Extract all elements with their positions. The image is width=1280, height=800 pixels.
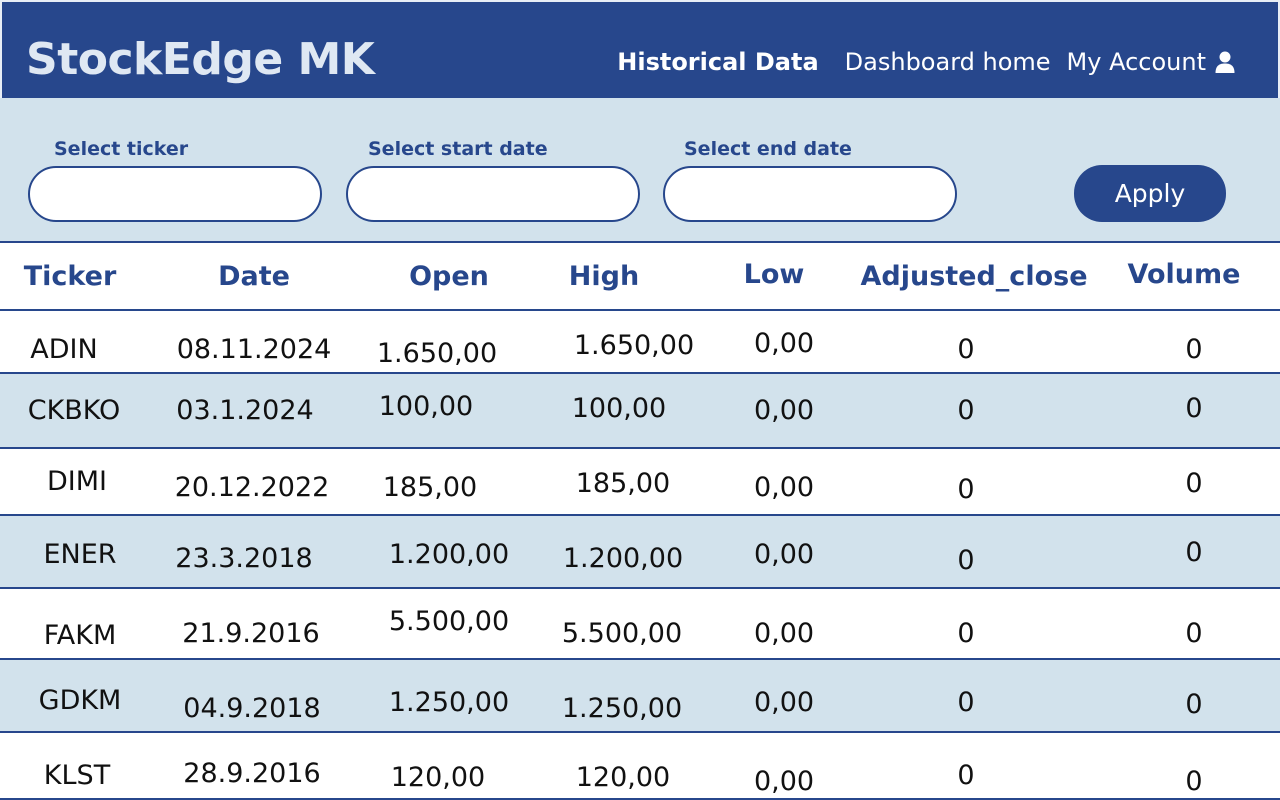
cell-date: 03.1.2024 xyxy=(176,395,314,426)
cell-open: 1.650,00 xyxy=(376,338,498,369)
cell-adjusted-close: 0 xyxy=(957,687,975,718)
cell-adjusted-close: 0 xyxy=(957,334,975,365)
app-logo[interactable]: StockEdge MK xyxy=(26,34,375,85)
cell-ticker: ADIN xyxy=(30,334,98,365)
cell-high: 100,00 xyxy=(571,393,667,424)
cell-low: 0,00 xyxy=(753,618,815,649)
table-row[interactable]: CKBKO 03.1.2024 100,00 100,00 0,00 0 0 xyxy=(0,374,1280,449)
table-row[interactable]: DIMI 20.12.2022 185,00 185,00 0,00 0 0 xyxy=(0,449,1280,516)
cell-open: 1.250,00 xyxy=(388,687,510,718)
cell-volume: 0 xyxy=(1185,618,1203,649)
user-icon xyxy=(1214,50,1236,74)
cell-low: 0,00 xyxy=(753,687,815,718)
cell-ticker: ENER xyxy=(43,539,117,570)
end-date-label: Select end date xyxy=(684,138,852,160)
col-header-ticker[interactable]: Ticker xyxy=(23,261,117,292)
cell-high: 1.650,00 xyxy=(573,330,695,361)
cell-high: 5.500,00 xyxy=(561,618,683,649)
cell-adjusted-close: 0 xyxy=(957,545,975,576)
start-date-label: Select start date xyxy=(368,138,548,160)
cell-ticker: CKBKO xyxy=(27,395,121,426)
cell-date: 20.12.2022 xyxy=(174,472,330,503)
cell-volume: 0 xyxy=(1185,334,1203,365)
historical-data-table: Ticker Date Open High Low Adjusted_close… xyxy=(0,241,1280,800)
cell-high: 1.200,00 xyxy=(562,543,684,574)
nav-my-account-label: My Account xyxy=(1066,48,1206,76)
cell-date: 21.9.2016 xyxy=(182,618,320,649)
table-header: Ticker Date Open High Low Adjusted_close… xyxy=(0,241,1280,311)
cell-date: 28.9.2016 xyxy=(183,758,321,789)
table-row[interactable]: KLST 28.9.2016 120,00 120,00 0,00 0 0 xyxy=(0,733,1280,800)
cell-high: 1.250,00 xyxy=(561,693,683,724)
cell-volume: 0 xyxy=(1185,689,1203,720)
cell-ticker: FAKM xyxy=(43,620,117,651)
cell-open: 1.200,00 xyxy=(388,539,510,570)
col-header-volume[interactable]: Volume xyxy=(1127,259,1241,290)
apply-button[interactable]: Apply xyxy=(1074,165,1226,222)
cell-adjusted-close: 0 xyxy=(957,760,975,791)
cell-volume: 0 xyxy=(1185,393,1203,424)
nav-dashboard-home[interactable]: Dashboard home xyxy=(844,48,1051,76)
cell-low: 0,00 xyxy=(753,539,815,570)
cell-ticker: DIMI xyxy=(46,466,108,497)
cell-adjusted-close: 0 xyxy=(957,474,975,505)
cell-low: 0,00 xyxy=(753,328,815,359)
cell-date: 23.3.2018 xyxy=(175,543,313,574)
ticker-input[interactable] xyxy=(28,166,322,222)
cell-open: 120,00 xyxy=(390,762,486,793)
cell-volume: 0 xyxy=(1185,537,1203,568)
cell-low: 0,00 xyxy=(753,395,815,426)
col-header-low[interactable]: Low xyxy=(743,259,805,290)
table-row[interactable]: ADIN 08.11.2024 1.650,00 1.650,00 0,00 0 0 xyxy=(0,311,1280,374)
cell-volume: 0 xyxy=(1185,766,1203,797)
nav-historical-data[interactable]: Historical Data xyxy=(617,48,819,76)
nav-my-account[interactable]: My Account xyxy=(1067,46,1236,78)
table-row[interactable]: FAKM 21.9.2016 5.500,00 5.500,00 0,00 0 0 xyxy=(0,589,1280,660)
end-date-input[interactable] xyxy=(663,166,957,222)
cell-open: 185,00 xyxy=(382,472,478,503)
cell-adjusted-close: 0 xyxy=(957,618,975,649)
table-row[interactable]: ENER 23.3.2018 1.200,00 1.200,00 0,00 0 0 xyxy=(0,516,1280,589)
cell-volume: 0 xyxy=(1185,468,1203,499)
cell-date: 08.11.2024 xyxy=(176,334,332,365)
col-header-high[interactable]: High xyxy=(568,261,640,292)
cell-high: 185,00 xyxy=(575,468,671,499)
cell-date: 04.9.2018 xyxy=(183,693,321,724)
cell-low: 0,00 xyxy=(753,766,815,797)
cell-ticker: KLST xyxy=(43,760,111,791)
cell-open: 5.500,00 xyxy=(388,606,510,637)
col-header-date[interactable]: Date xyxy=(218,261,290,292)
col-header-open[interactable]: Open xyxy=(409,261,489,292)
top-header: StockEdge MK Historical Data Dashboard h… xyxy=(0,0,1280,98)
cell-adjusted-close: 0 xyxy=(957,395,975,426)
cell-high: 120,00 xyxy=(575,762,671,793)
start-date-input[interactable] xyxy=(346,166,640,222)
ticker-label: Select ticker xyxy=(54,138,189,160)
table-row[interactable]: GDKM 04.9.2018 1.250,00 1.250,00 0,00 0 0 xyxy=(0,660,1280,733)
top-nav: Historical Data Dashboard home My Accoun… xyxy=(617,46,1236,78)
cell-open: 100,00 xyxy=(378,391,474,422)
col-header-adjusted-close[interactable]: Adjusted_close xyxy=(860,261,1088,292)
cell-low: 0,00 xyxy=(753,472,815,503)
filter-bar: Select ticker Select start date Select e… xyxy=(0,98,1280,241)
cell-ticker: GDKM xyxy=(38,685,122,716)
